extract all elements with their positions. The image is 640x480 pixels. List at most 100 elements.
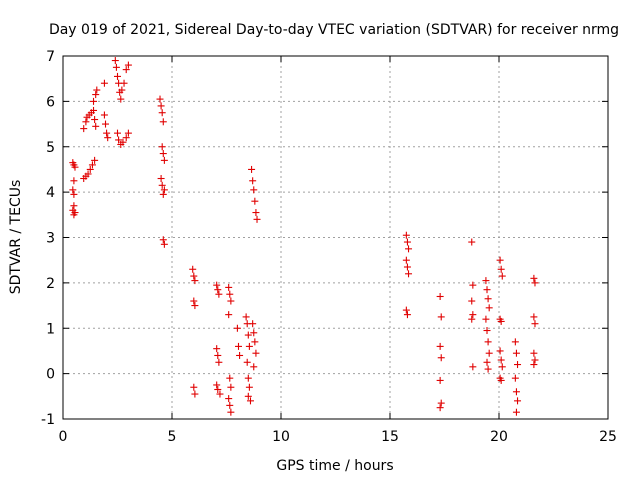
data-point <box>244 374 252 382</box>
y-tick-label: 3 <box>46 231 55 247</box>
data-point <box>118 86 126 94</box>
data-point <box>225 311 233 319</box>
data-point <box>497 356 505 364</box>
x-axis-label: GPS time / hours <box>276 458 393 474</box>
x-tick-label: 10 <box>272 429 290 445</box>
data-point <box>496 347 504 355</box>
data-point <box>158 143 166 151</box>
data-point <box>243 358 251 366</box>
y-tick-label: 1 <box>46 321 55 337</box>
data-point <box>160 186 168 194</box>
data-point <box>157 102 165 110</box>
data-point <box>496 256 504 264</box>
y-tick-label: 5 <box>46 140 55 156</box>
data-point <box>498 272 506 280</box>
data-point <box>511 374 519 382</box>
data-point <box>91 116 99 124</box>
data-point <box>86 165 94 173</box>
y-tick-label: -1 <box>41 412 55 428</box>
y-tick-label: 4 <box>46 185 55 201</box>
data-point <box>191 390 199 398</box>
data-point <box>244 331 252 339</box>
data-point <box>160 240 168 248</box>
data-point <box>402 256 410 264</box>
data-point <box>253 215 261 223</box>
data-point <box>468 238 476 246</box>
data-point <box>469 281 477 289</box>
data-point <box>405 270 413 278</box>
data-point <box>117 95 125 103</box>
data-point <box>514 397 522 405</box>
data-point <box>227 297 235 305</box>
data-point <box>437 354 445 362</box>
data-point <box>226 401 234 409</box>
data-point <box>119 138 127 146</box>
data-point <box>112 63 120 71</box>
data-point <box>214 286 222 294</box>
data-point <box>252 209 260 217</box>
data-point <box>485 304 493 312</box>
data-point <box>497 265 505 273</box>
data-point <box>484 365 492 373</box>
data-point <box>159 118 167 126</box>
data-point <box>70 177 78 185</box>
data-point <box>91 156 99 164</box>
data-point <box>190 383 198 391</box>
data-point <box>103 129 111 137</box>
data-point <box>251 197 259 205</box>
data-point <box>88 161 96 169</box>
data-point <box>437 399 445 407</box>
data-point <box>233 324 241 332</box>
data-point <box>511 338 519 346</box>
data-point <box>250 363 258 371</box>
data-point <box>251 338 259 346</box>
data-point <box>530 274 538 282</box>
data-point <box>514 361 522 369</box>
data-point <box>189 265 197 273</box>
data-point <box>90 106 98 114</box>
data-point <box>249 320 257 328</box>
data-point <box>191 302 199 310</box>
data-point <box>84 170 92 178</box>
data-point <box>157 175 165 183</box>
data-point <box>531 320 539 328</box>
data-point <box>468 297 476 305</box>
chart-title: Day 019 of 2021, Sidereal Day-to-day VTE… <box>49 22 619 38</box>
data-point <box>482 277 490 285</box>
data-point <box>483 358 491 366</box>
data-point <box>403 238 411 246</box>
data-point <box>402 306 410 314</box>
data-point <box>245 342 253 350</box>
data-point <box>483 286 491 294</box>
data-point <box>190 272 198 280</box>
data-point <box>469 311 477 319</box>
data-point <box>249 177 257 185</box>
data-point <box>246 397 254 405</box>
data-point <box>483 327 491 335</box>
data-point <box>114 129 121 137</box>
y-tick-label: 6 <box>46 94 55 110</box>
data-point <box>248 165 256 173</box>
x-tick-label: 5 <box>168 429 177 445</box>
data-point <box>156 95 164 103</box>
data-point <box>190 297 198 305</box>
data-point <box>485 349 493 357</box>
data-point <box>436 292 444 300</box>
data-point <box>158 109 166 117</box>
data-point <box>436 376 444 384</box>
data-point <box>214 386 222 394</box>
data-point <box>70 202 78 210</box>
data-point <box>102 120 110 128</box>
data-point <box>531 279 539 287</box>
data-point <box>100 111 108 119</box>
data-point <box>484 295 492 303</box>
data-point <box>512 349 520 357</box>
data-point <box>512 388 520 396</box>
y-tick-label: 2 <box>46 276 55 292</box>
data-point <box>111 57 119 65</box>
data-point <box>436 342 444 350</box>
data-point <box>90 97 98 105</box>
data-point <box>252 349 260 357</box>
data-point <box>512 408 520 416</box>
data-point <box>124 129 132 137</box>
